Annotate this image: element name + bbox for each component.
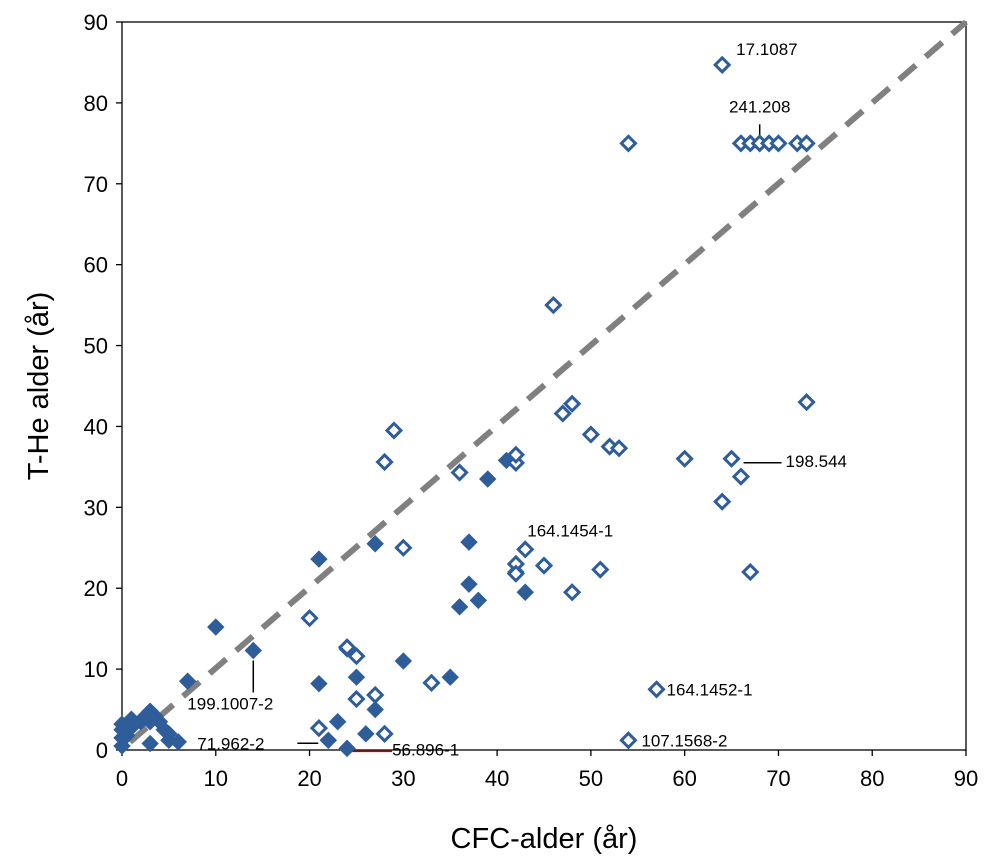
open-diamond-point bbox=[722, 449, 741, 468]
open-diamond-point bbox=[506, 445, 525, 464]
open-diamond-point bbox=[422, 673, 441, 692]
x-tick-label: 10 bbox=[204, 766, 228, 791]
open-diamond-point bbox=[544, 295, 563, 315]
filled-diamond-point bbox=[516, 583, 534, 601]
open-diamond-point bbox=[516, 540, 535, 559]
y-axis-label: T-He alder (år) bbox=[23, 292, 55, 481]
open-diamond-point bbox=[675, 449, 694, 468]
filled-diamond-point bbox=[141, 734, 159, 753]
open-diamond-point bbox=[506, 564, 525, 583]
y-tick-label: 70 bbox=[84, 172, 108, 197]
open-diamond-point bbox=[534, 556, 554, 575]
y-tick-label: 90 bbox=[84, 10, 108, 35]
filled-diamond-point bbox=[207, 618, 225, 636]
open-diamond-point bbox=[347, 647, 366, 666]
y-tick-label: 40 bbox=[84, 414, 108, 439]
open-diamond-point bbox=[769, 134, 788, 153]
open-diamond-point bbox=[713, 492, 732, 511]
open-diamond-point bbox=[563, 394, 582, 413]
point-annotation: 107.1568-2 bbox=[641, 731, 727, 750]
point-annotation: 56.896-1 bbox=[392, 740, 459, 759]
reference-line-1-to-1 bbox=[128, 19, 968, 745]
open-diamond-point bbox=[375, 724, 394, 743]
open-diamond-point bbox=[731, 467, 751, 486]
x-tick-label: 50 bbox=[579, 766, 603, 791]
filled-diamond-point bbox=[328, 712, 347, 731]
x-tick-label: 80 bbox=[860, 766, 884, 791]
y-tick-label: 30 bbox=[84, 495, 108, 520]
filled-diamond-point bbox=[366, 535, 384, 553]
open-diamond-point bbox=[563, 583, 582, 602]
x-tick-label: 70 bbox=[766, 766, 790, 791]
filled-diamond-point bbox=[450, 598, 469, 616]
open-diamond-point bbox=[741, 562, 760, 582]
filled-diamond-point bbox=[310, 674, 328, 693]
filled-diamond-point bbox=[244, 641, 262, 660]
x-tick-label: 30 bbox=[391, 766, 415, 791]
y-tick-label: 80 bbox=[84, 91, 108, 116]
open-diamond-point bbox=[609, 439, 629, 458]
open-diamond-point bbox=[375, 452, 394, 472]
filled-diamond-point bbox=[319, 731, 338, 750]
x-axis-label: CFC-alder (år) bbox=[451, 823, 638, 855]
x-tick-label: 20 bbox=[297, 766, 321, 791]
x-tick-label: 90 bbox=[954, 766, 978, 791]
point-annotation: 241.208 bbox=[729, 97, 790, 116]
open-diamond-point bbox=[647, 680, 666, 699]
filled-diamond-point bbox=[347, 668, 366, 686]
y-tick-label: 50 bbox=[84, 334, 108, 359]
filled-diamond-point bbox=[460, 575, 478, 593]
y-tick-label: 10 bbox=[84, 657, 108, 682]
filled-diamond-point bbox=[366, 700, 384, 719]
y-tick-label: 20 bbox=[84, 576, 108, 601]
filled-diamond-point bbox=[441, 668, 459, 686]
y-tick-label: 60 bbox=[84, 253, 108, 278]
point-annotation: 199.1007-2 bbox=[187, 695, 273, 714]
point-annotation: 17.1087 bbox=[736, 40, 797, 59]
open-diamond-point bbox=[384, 421, 404, 440]
point-annotation: 164.1454-1 bbox=[527, 521, 613, 540]
open-diamond-point bbox=[619, 731, 638, 750]
x-tick-label: 40 bbox=[485, 766, 509, 791]
filled-diamond-point bbox=[357, 725, 375, 743]
filled-diamond-point bbox=[394, 652, 413, 670]
open-diamond-point bbox=[619, 134, 638, 153]
open-diamond-point bbox=[713, 55, 732, 74]
open-diamond-point bbox=[797, 134, 816, 153]
open-diamond-point bbox=[581, 425, 601, 444]
y-tick-label: 0 bbox=[96, 738, 108, 763]
open-diamond-point bbox=[450, 463, 469, 482]
open-diamond-point bbox=[797, 393, 816, 412]
filled-diamond-point bbox=[178, 672, 197, 690]
filled-diamond-point bbox=[338, 739, 356, 758]
filled-diamond-point bbox=[479, 470, 497, 488]
open-diamond-point bbox=[366, 685, 385, 705]
open-diamond-point bbox=[347, 689, 366, 709]
filled-diamond-point bbox=[310, 550, 328, 568]
open-diamond-point bbox=[309, 719, 329, 738]
filled-diamond-point bbox=[469, 591, 488, 610]
point-annotation: 198.544 bbox=[786, 452, 847, 471]
point-annotation: 71.962-2 bbox=[197, 734, 264, 753]
x-tick-label: 60 bbox=[672, 766, 696, 791]
filled-diamond-point bbox=[169, 733, 187, 751]
open-diamond-point bbox=[553, 404, 572, 423]
open-diamond-point bbox=[394, 538, 413, 557]
open-diamond-point bbox=[300, 609, 319, 628]
point-annotation: 164.1452-1 bbox=[667, 680, 753, 699]
open-diamond-point bbox=[591, 560, 610, 579]
x-tick-label: 0 bbox=[116, 766, 128, 791]
open-diamond-point bbox=[337, 638, 357, 657]
filled-diamond-point bbox=[460, 533, 478, 551]
